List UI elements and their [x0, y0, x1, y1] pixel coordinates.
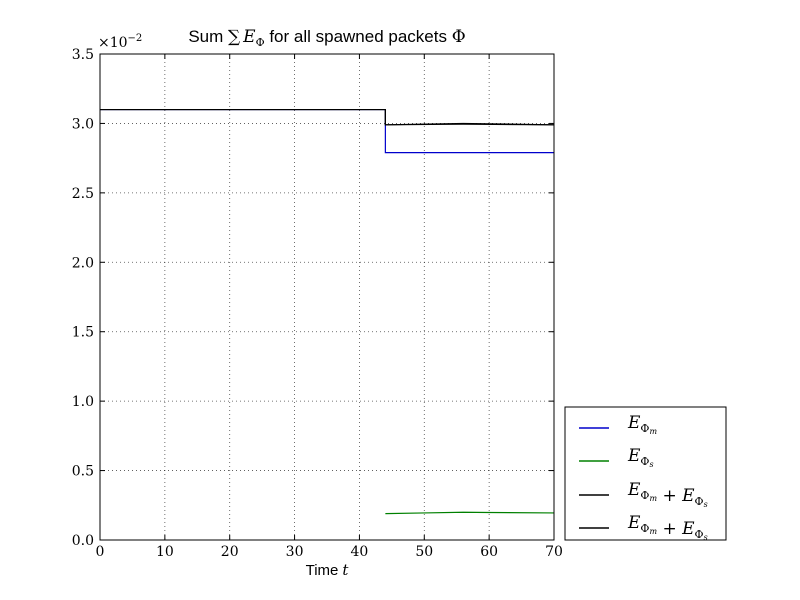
series-line-2 [385, 511, 555, 515]
ticks [99, 53, 555, 541]
y-tick-label: 2.5 [72, 186, 94, 202]
plot-area [100, 54, 554, 540]
legend-frame [564, 406, 727, 541]
legend-label: EΦm [627, 413, 657, 436]
title-var: E [242, 27, 256, 47]
y-tick-label: 1.0 [72, 394, 94, 410]
x-tick-label: 0 [96, 544, 105, 560]
y-tick-label: 1.5 [72, 325, 94, 341]
x-tick-label: 30 [286, 544, 304, 560]
legend-label: EΦs [627, 446, 654, 469]
title-pre: Sum [188, 27, 228, 46]
x-axis-label: Time t [306, 561, 350, 579]
grid [100, 54, 554, 540]
y-multiplier-exponent: −2 [128, 33, 143, 44]
legend-item: EΦm + EΦs [579, 513, 708, 542]
y-tick-label: 3.0 [72, 116, 94, 132]
chart-title: Sum ∑ EΦ for all spawned packets Φ [188, 27, 465, 49]
title-sum-symbol: ∑ [228, 27, 240, 47]
y-multiplier: ×10−2 [98, 33, 142, 51]
plot-frame [99, 53, 555, 541]
legend-item: EΦm + EΦs [579, 480, 708, 509]
x-tick-labels: 0 10 20 30 40 50 60 70 [96, 544, 563, 560]
title-post: for all spawned packets [265, 27, 452, 46]
x-tick-label: 60 [480, 544, 498, 560]
x-tick-label: 20 [221, 544, 239, 560]
y-tick-labels: 0.0 0.5 1.0 1.5 2.0 2.5 3.0 3.5 [72, 47, 94, 549]
series-line-4 [100, 108, 555, 126]
legend-label: EΦm + EΦs [627, 480, 708, 509]
legend-label: EΦm + EΦs [627, 513, 708, 542]
title-end: Φ [452, 27, 466, 47]
x-tick-label: 40 [351, 544, 369, 560]
y-tick-label: 2.0 [72, 255, 94, 271]
legend: EΦm EΦs EΦm + EΦs EΦm + EΦs [564, 406, 727, 542]
series-layer [100, 108, 555, 515]
title-sub: Φ [256, 36, 265, 49]
legend-item: EΦm [579, 413, 657, 436]
x-axis-label-text: Time [306, 562, 339, 579]
y-tick-label: 3.5 [72, 47, 94, 63]
legend-item: EΦs [579, 446, 654, 469]
x-axis-label-var: t [342, 561, 349, 579]
y-tick-label: 0.5 [72, 464, 94, 480]
x-tick-label: 70 [545, 544, 563, 560]
x-tick-label: 50 [415, 544, 433, 560]
y-multiplier-base: ×10 [98, 35, 128, 51]
y-tick-label: 0.0 [72, 533, 94, 549]
x-tick-label: 10 [156, 544, 174, 560]
